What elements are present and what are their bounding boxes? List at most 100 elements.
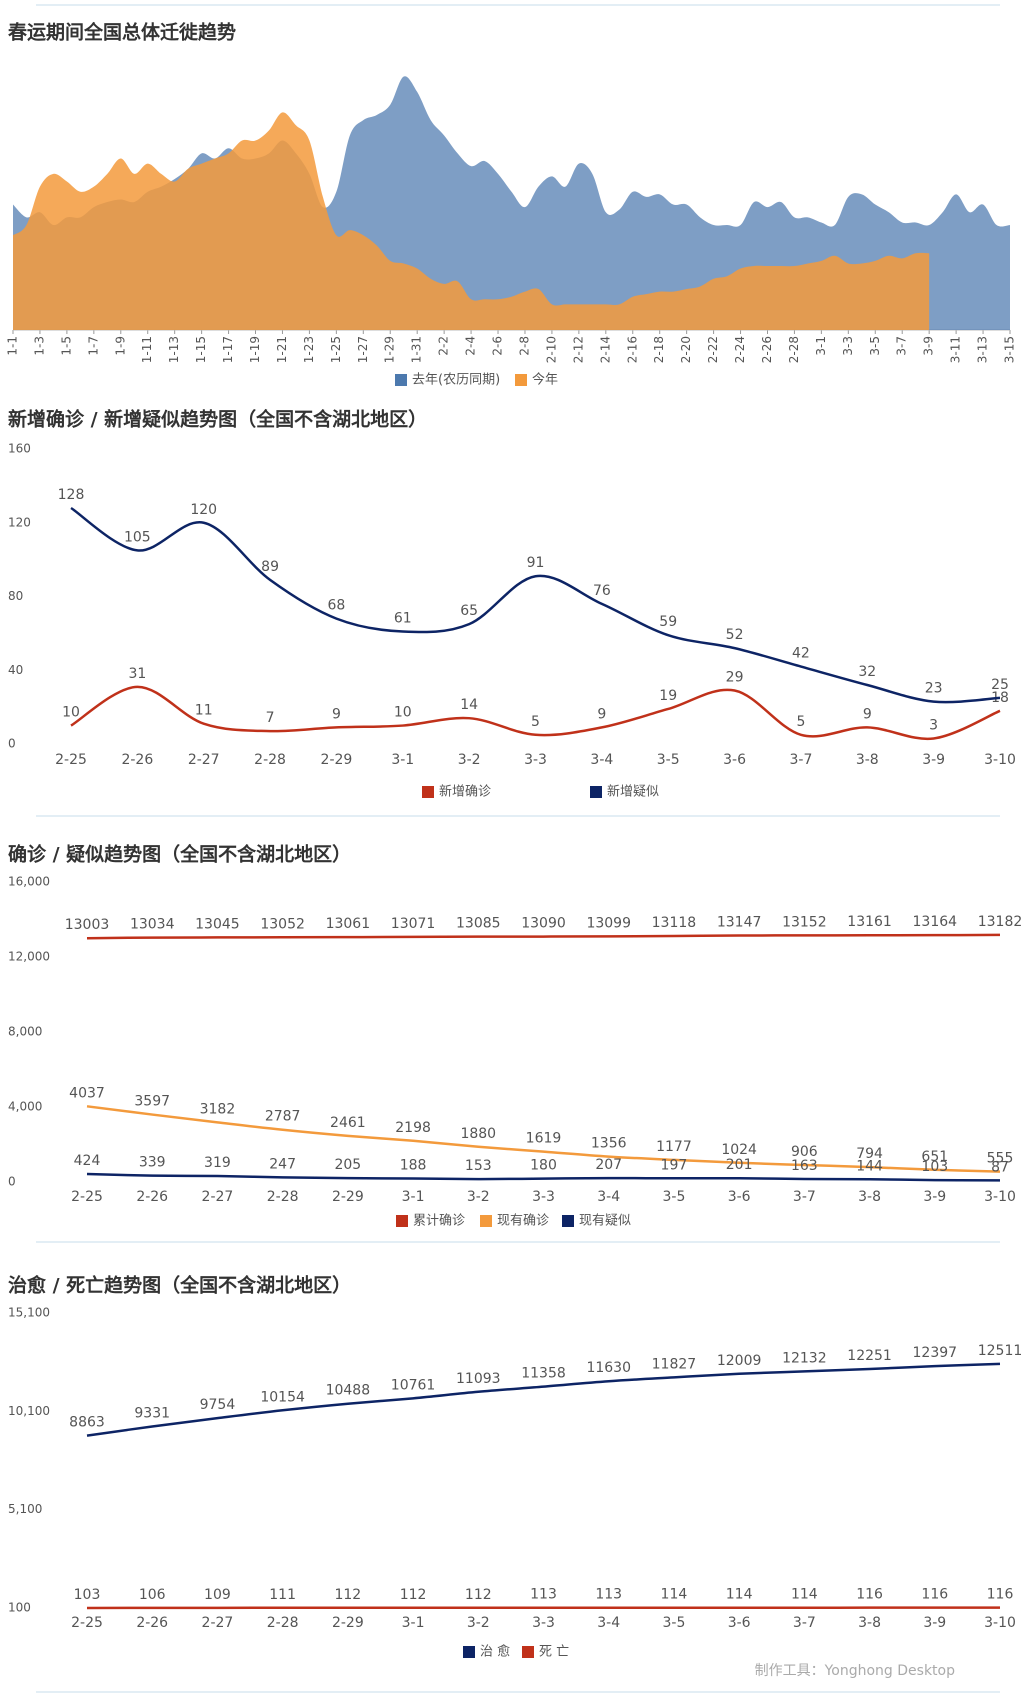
data-label: 2787 <box>265 1109 301 1125</box>
data-label: 2461 <box>330 1115 366 1131</box>
data-label: 12251 <box>847 1348 892 1364</box>
x-tick-label: 1-7 <box>86 336 100 356</box>
data-label: 42 <box>792 646 810 662</box>
data-label: 13085 <box>456 916 501 932</box>
x-tick-label: 3-10 <box>984 1615 1016 1631</box>
x-tick-label: 3-7 <box>789 752 812 768</box>
x-tick-label: 1-15 <box>194 336 208 363</box>
legend-swatch <box>463 1646 475 1658</box>
x-tick-label: 3-3 <box>841 336 855 356</box>
data-label: 103 <box>74 1587 101 1603</box>
legend-label: 现有确诊 <box>497 1214 549 1229</box>
x-tick-label: 1-21 <box>275 336 289 363</box>
data-label: 112 <box>334 1587 361 1603</box>
line <box>70 506 1001 704</box>
x-tick-label: 1-17 <box>221 336 235 363</box>
data-label: 651 <box>921 1149 948 1165</box>
data-label: 12009 <box>717 1353 762 1369</box>
data-label: 319 <box>204 1155 231 1171</box>
data-label: 180 <box>530 1158 557 1174</box>
legend-swatch <box>515 374 527 386</box>
x-tick-label: 3-6 <box>728 1189 751 1205</box>
data-label: 13071 <box>391 916 436 932</box>
x-tick-label: 2-27 <box>188 752 220 768</box>
x-tick-label: 2-28 <box>254 752 286 768</box>
data-label: 9331 <box>134 1405 170 1421</box>
data-label: 13045 <box>195 916 240 932</box>
data-label: 794 <box>856 1146 883 1162</box>
x-tick-label: 1-23 <box>302 336 316 363</box>
data-label: 1356 <box>591 1136 627 1152</box>
data-label: 13061 <box>326 916 371 932</box>
data-label: 4037 <box>69 1085 105 1101</box>
data-label: 10 <box>394 705 412 721</box>
x-tick-label: 2-8 <box>517 336 531 356</box>
x-tick-label: 3-10 <box>984 752 1016 768</box>
legend-label: 现有疑似 <box>579 1213 631 1229</box>
data-label: 128 <box>58 487 85 503</box>
data-label: 106 <box>139 1587 166 1603</box>
x-tick-label: 3-2 <box>467 1189 490 1205</box>
data-label: 111 <box>269 1587 296 1603</box>
data-label: 13182 <box>978 914 1023 930</box>
data-label: 13161 <box>847 914 892 930</box>
legend-swatch <box>562 1215 574 1227</box>
data-label: 12397 <box>913 1345 958 1361</box>
legend-swatch <box>522 1646 534 1658</box>
data-label: 201 <box>726 1157 753 1173</box>
x-tick-label: 3-15 <box>1003 336 1017 363</box>
data-label: 103 <box>921 1159 948 1175</box>
x-tick-label: 1-25 <box>329 336 343 363</box>
data-label: 9 <box>332 706 341 722</box>
data-label: 339 <box>139 1155 166 1171</box>
data-label: 205 <box>334 1157 361 1173</box>
y-tick-label: 15,100 <box>8 1306 50 1320</box>
data-label: 13090 <box>521 916 566 932</box>
data-label: 10761 <box>391 1377 436 1393</box>
x-tick-label: 3-7 <box>793 1189 816 1205</box>
data-label: 5 <box>531 714 540 730</box>
y-tick-label: 16,000 <box>8 875 50 889</box>
x-tick-label: 2-25 <box>71 1189 103 1205</box>
x-tick-label: 2-4 <box>464 336 478 356</box>
data-label: 11 <box>195 703 213 719</box>
x-tick-label: 3-9 <box>923 1189 946 1205</box>
x-tick-label: 2-26 <box>136 1189 168 1205</box>
x-tick-label: 3-8 <box>858 1615 881 1631</box>
data-label: 61 <box>394 611 412 627</box>
data-label: 424 <box>74 1153 101 1169</box>
y-tick-label: 160 <box>8 442 31 456</box>
line <box>70 685 1001 741</box>
y-tick-label: 8,000 <box>8 1025 42 1039</box>
x-tick-label: 2-27 <box>202 1615 234 1631</box>
chart-title: 新增确诊 / 新增疑似趋势图（全国不含湖北地区） <box>8 408 427 431</box>
legend-swatch <box>396 1215 408 1227</box>
data-label: 3597 <box>134 1094 170 1110</box>
data-label: 65 <box>460 603 478 619</box>
x-tick-label: 3-10 <box>984 1189 1016 1205</box>
data-label: 906 <box>791 1144 818 1160</box>
y-tick-label: 5,100 <box>8 1502 42 1516</box>
x-tick-label: 1-31 <box>410 336 424 363</box>
data-label: 76 <box>593 583 611 599</box>
x-tick-label: 2-6 <box>491 336 505 356</box>
x-tick-label: 3-6 <box>723 752 746 768</box>
y-tick-label: 40 <box>8 663 23 677</box>
x-tick-label: 2-28 <box>267 1189 299 1205</box>
line <box>86 1362 1001 1437</box>
x-tick-label: 1-13 <box>167 336 181 363</box>
x-tick-label: 1-27 <box>356 336 370 363</box>
data-label: 9754 <box>200 1397 236 1413</box>
x-tick-label: 3-5 <box>657 752 680 768</box>
data-label: 1619 <box>526 1131 562 1147</box>
data-label: 1177 <box>656 1139 692 1155</box>
data-label: 153 <box>465 1158 492 1174</box>
x-tick-label: 3-8 <box>856 752 879 768</box>
data-label: 1024 <box>721 1142 757 1158</box>
data-label: 25 <box>991 677 1009 693</box>
y-tick-label: 4,000 <box>8 1100 42 1114</box>
x-tick-label: 1-1 <box>6 336 20 356</box>
chart-title: 确诊 / 疑似趋势图（全国不含湖北地区） <box>8 843 351 866</box>
data-label: 11630 <box>586 1360 631 1376</box>
